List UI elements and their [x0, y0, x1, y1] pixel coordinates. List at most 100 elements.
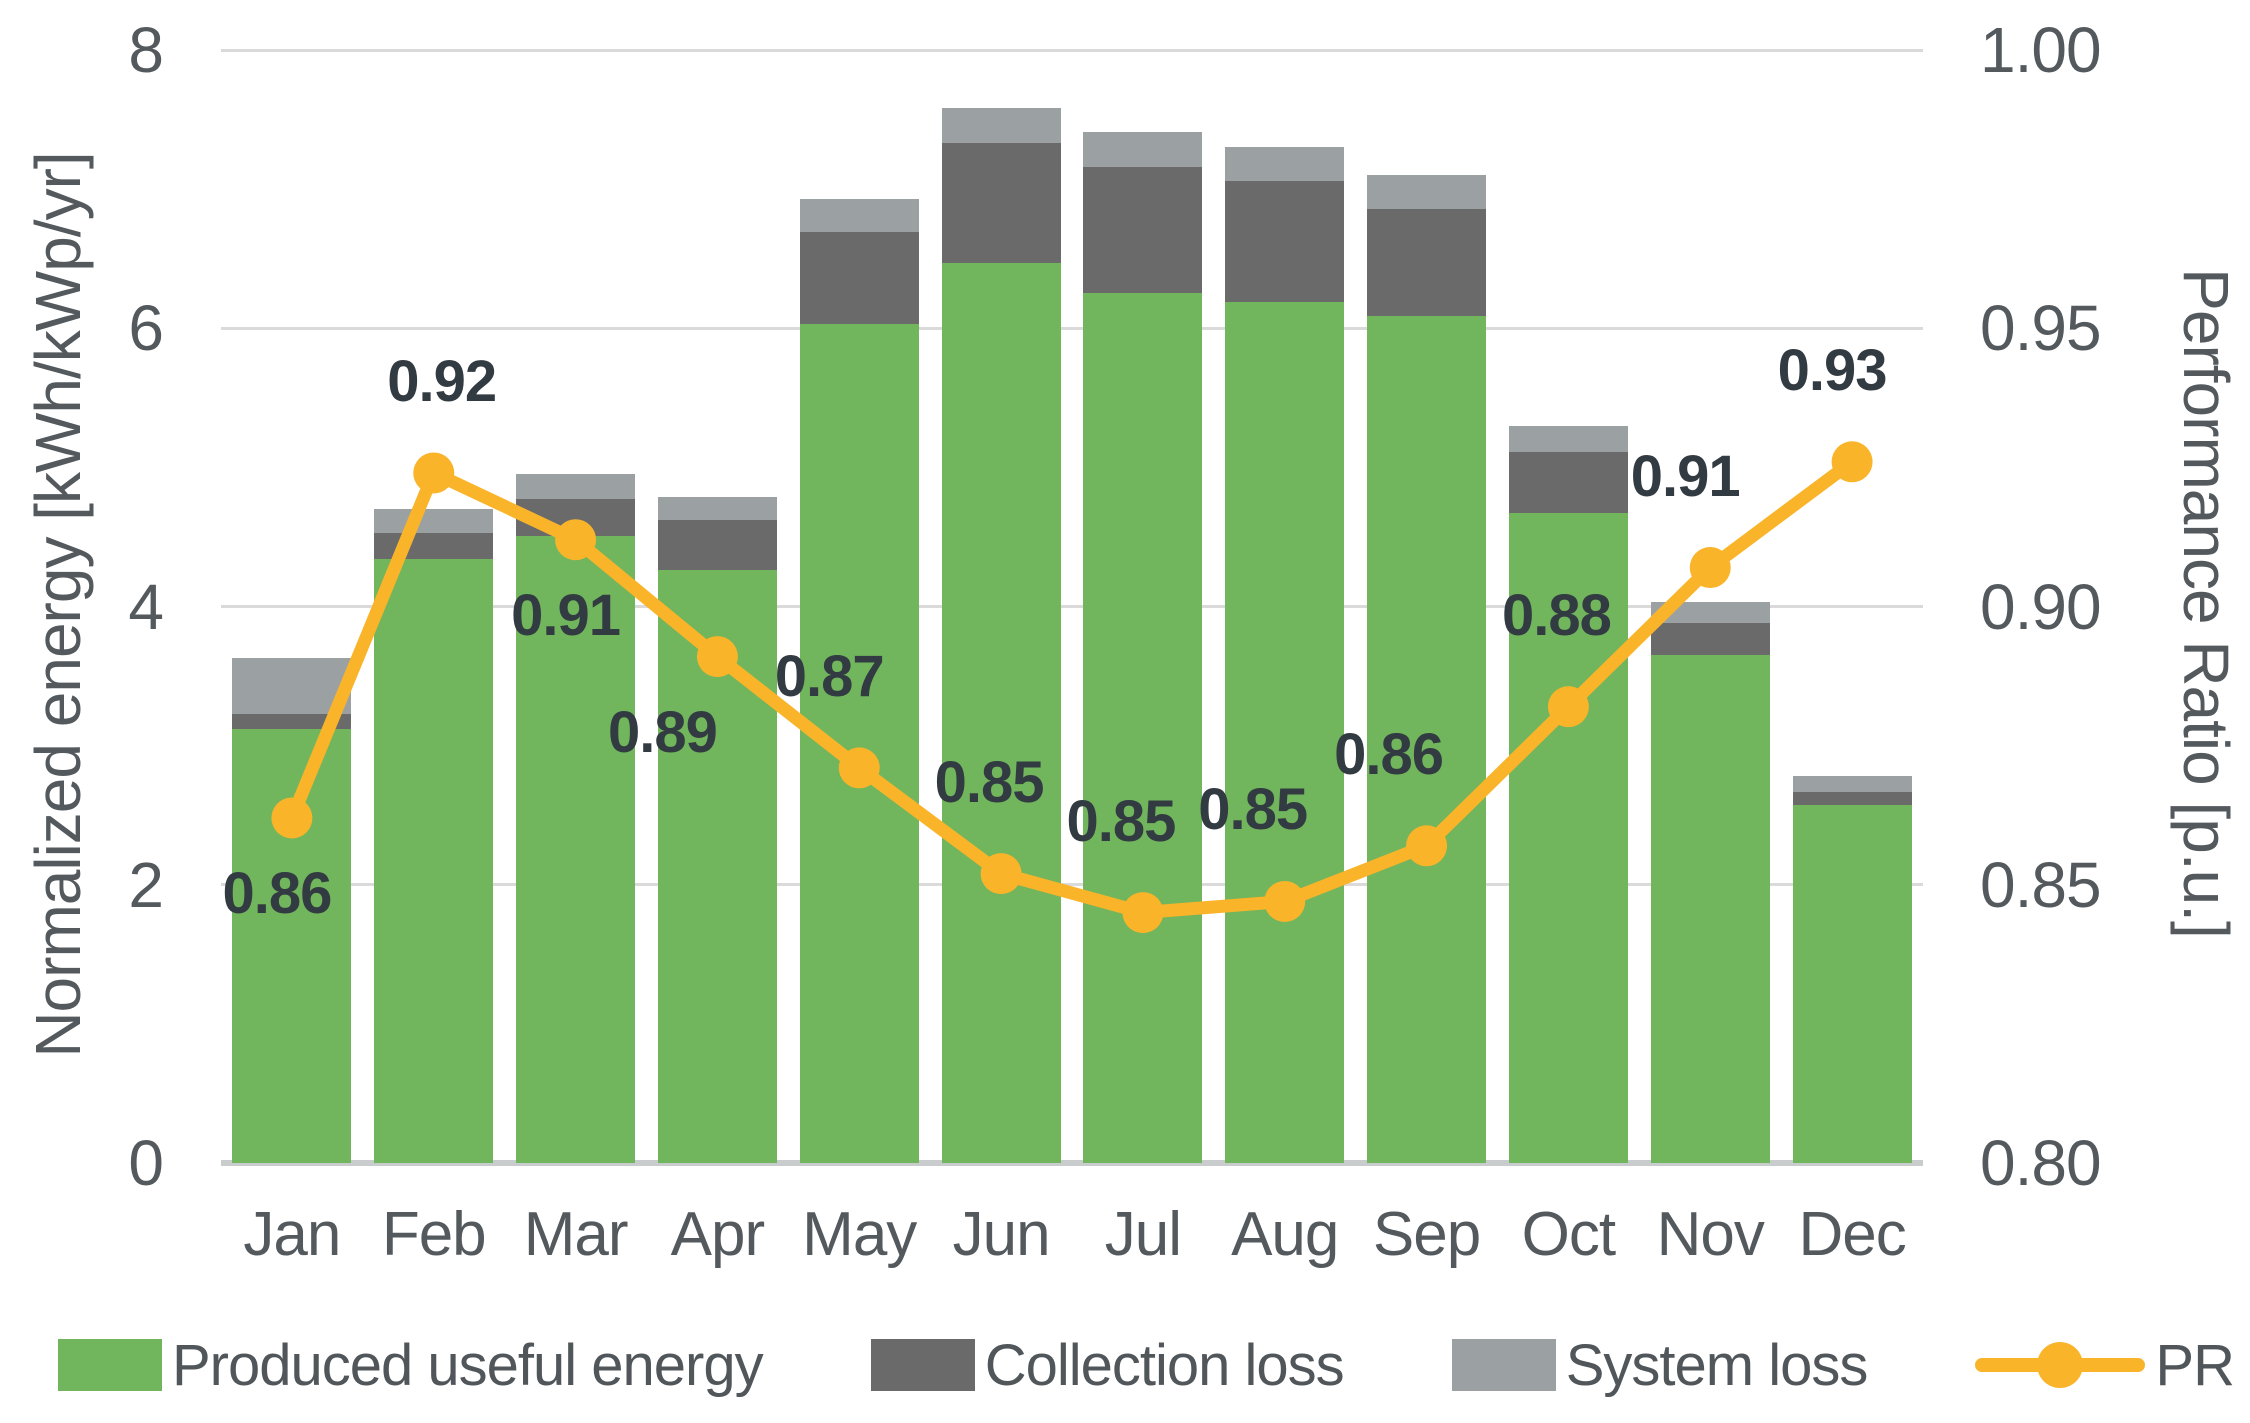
bar-segment-system-loss-feb: [374, 509, 494, 533]
x-tick-dec: Dec: [1798, 1200, 1906, 1269]
legend-swatch-produced-useful-energy: [58, 1339, 162, 1391]
bar-segment-system-loss-nov: [1650, 602, 1770, 624]
bar-segment-system-loss-oct: [1508, 425, 1628, 453]
legend-item-system-loss: System loss: [1451, 1332, 1869, 1399]
gridline-8: [221, 48, 1923, 52]
bar-segment-system-loss-dec: [1792, 776, 1912, 792]
bar-segment-collection-loss-nov: [1650, 623, 1770, 656]
pr-data-label-aug: 0.85: [1198, 777, 1308, 843]
pr-marker-nov: [1689, 547, 1731, 589]
bar-segment-collection-loss-may: [799, 232, 919, 325]
x-tick-sep: Sep: [1372, 1200, 1481, 1269]
bar-segment-collection-loss-oct: [1508, 452, 1628, 514]
bar-segment-system-loss-sep: [1367, 175, 1487, 209]
legend-item-collection-loss: Collection loss: [870, 1332, 1345, 1399]
pr-marker-aug: [1264, 880, 1306, 922]
bar-segment-produced-useful-energy-feb: [374, 559, 494, 1163]
pr-data-label-jun: 0.85: [934, 749, 1045, 815]
pr-data-label-apr: 0.89: [607, 699, 718, 765]
x-tick-nov: Nov: [1656, 1200, 1765, 1269]
pr-legend-dot: [2037, 1342, 2084, 1388]
pr-marker-apr: [696, 636, 738, 678]
bar-segment-system-loss-jan: [232, 658, 352, 714]
pr-line-marker-icon: [1975, 1339, 2146, 1391]
bar-segment-system-loss-apr: [657, 496, 777, 521]
pr-data-label-oct: 0.88: [1501, 582, 1612, 648]
bar-segment-system-loss-aug: [1225, 147, 1345, 181]
pr-marker-jan: [271, 797, 313, 839]
bar-segment-produced-useful-energy-jun: [941, 262, 1061, 1163]
y-right-tick-0.85: 0.85: [1980, 848, 2102, 921]
x-tick-jul: Jul: [1104, 1200, 1182, 1269]
bar-segment-collection-loss-dec: [1792, 791, 1912, 806]
y-left-tick-2: 2: [128, 848, 164, 921]
pr-line-layer: [271, 441, 1873, 934]
y-left-tick-6: 6: [128, 292, 164, 365]
bar-segment-system-loss-may: [799, 198, 919, 233]
legend-swatch-system-loss: [1451, 1339, 1556, 1391]
bar-segment-produced-useful-energy-nov: [1650, 655, 1770, 1163]
y-left-tick-0: 0: [128, 1127, 164, 1199]
y-left-tick-4: 4: [128, 570, 164, 643]
legend-label: PR: [2155, 1332, 2235, 1398]
gridline-4: [221, 605, 1923, 608]
bar-segment-collection-loss-aug: [1225, 180, 1345, 302]
legend-label: System loss: [1565, 1332, 1869, 1398]
x-tick-mar: Mar: [523, 1200, 629, 1269]
bar-segment-system-loss-mar: [516, 474, 636, 500]
bar-segment-produced-useful-energy-dec: [1792, 805, 1912, 1163]
bar-segment-collection-loss-jul: [1083, 166, 1203, 294]
pr-data-label-nov: 0.91: [1630, 443, 1741, 509]
bar-segment-produced-useful-energy-aug: [1225, 301, 1345, 1163]
legend-item-pr: PR: [1975, 1332, 2235, 1399]
legend-label: Collection loss: [984, 1332, 1345, 1398]
bar-segment-produced-useful-energy-jul: [1083, 293, 1203, 1163]
plot-area: 0.86 0.92 0.91 0.89 0.87 0.85 0.85 0.85 0.86 0.88…: [221, 48, 1923, 1166]
pr-data-label-may: 0.87: [774, 643, 885, 709]
y-right-tick-0.95: 0.95: [1980, 292, 2102, 365]
pr-data-label-dec: 0.93: [1777, 337, 1888, 403]
pr-marker-oct: [1547, 686, 1589, 728]
bar-segment-system-loss-jun: [941, 108, 1061, 144]
pr-data-label-jan: 0.86: [222, 860, 332, 926]
legend-item-produced-useful-energy: Produced useful energy: [58, 1332, 764, 1399]
pr-marker-mar: [555, 519, 597, 561]
bar-segment-collection-loss-sep: [1367, 208, 1487, 316]
x-axis-line: [221, 1160, 1923, 1166]
bar-segment-produced-useful-energy-mar: [516, 535, 636, 1163]
pr-data-label-feb: 0.92: [387, 348, 497, 414]
x-tick-may: May: [802, 1200, 917, 1269]
bar-segment-system-loss-jul: [1083, 132, 1203, 167]
pr-line: [285, 455, 1859, 920]
pr-marker-jun: [980, 853, 1022, 895]
bar-segment-produced-useful-energy-sep: [1367, 315, 1487, 1163]
y-right-tick-0.80: 0.80: [1980, 1127, 2102, 1199]
x-tick-aug: Aug: [1231, 1200, 1339, 1269]
bar-segment-collection-loss-jan: [232, 713, 352, 729]
pr-marker-sep: [1406, 825, 1448, 867]
gridline-6: [221, 326, 1923, 330]
pr-marker-feb: [413, 452, 455, 494]
bar-segment-produced-useful-energy-oct: [1508, 513, 1628, 1163]
pr-marker-may: [838, 747, 880, 789]
pr-data-label-mar: 0.91: [511, 582, 621, 648]
x-tick-oct: Oct: [1521, 1200, 1616, 1269]
legend-label: Produced useful energy: [172, 1332, 764, 1398]
pr-data-label-jul: 0.85: [1066, 788, 1176, 854]
legend: Produced useful energy Collection loss Sys…: [58, 1318, 2235, 1412]
pr-data-label-sep: 0.86: [1334, 721, 1444, 787]
gridline-2: [221, 883, 1923, 887]
x-tick-feb: Feb: [381, 1200, 487, 1269]
y-right-tick-1.00: 1.00: [1980, 14, 2102, 86]
bar-segment-collection-loss-apr: [657, 520, 777, 571]
x-tick-jun: Jun: [952, 1200, 1051, 1269]
pr-marker-dec: [1831, 441, 1873, 483]
x-tick-apr: Apr: [670, 1200, 765, 1269]
bar-segment-collection-loss-jun: [941, 143, 1061, 263]
y-right-tick-0.90: 0.90: [1980, 570, 2102, 643]
legend-swatch-collection-loss: [870, 1339, 975, 1391]
x-tick-jan: Jan: [243, 1200, 341, 1269]
pr-marker-jul: [1122, 892, 1164, 934]
y-left-tick-8: 8: [128, 14, 164, 86]
